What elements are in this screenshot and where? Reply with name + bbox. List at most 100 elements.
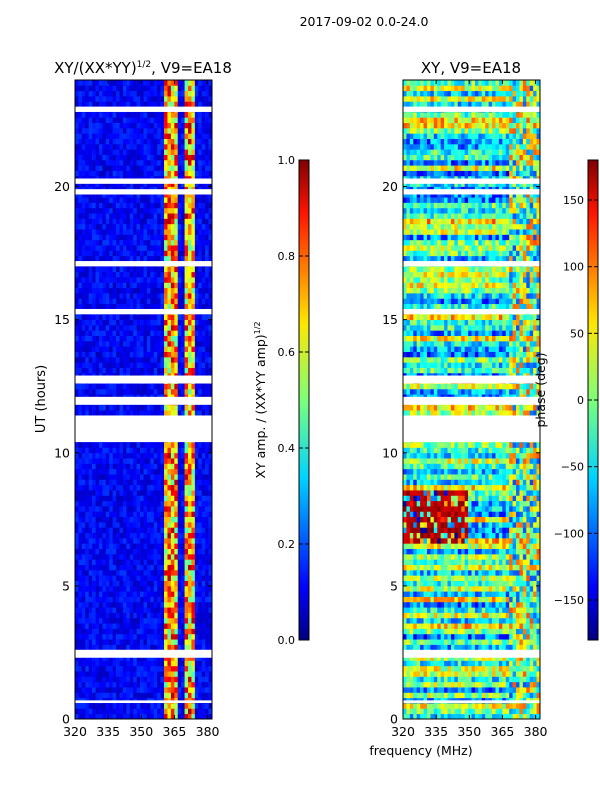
heatmap-cell	[75, 213, 79, 219]
heatmap-cell	[109, 111, 113, 118]
heatmap-cell	[181, 95, 185, 102]
heatmap-cell	[140, 447, 144, 454]
heatmap-cell	[122, 607, 127, 613]
heatmap-cell	[205, 628, 209, 635]
heatmap-cell	[88, 665, 93, 672]
heatmap-cell	[75, 447, 79, 454]
heatmap-cell	[78, 117, 83, 123]
heatmap-cell	[112, 564, 117, 571]
heatmap-cell	[157, 277, 161, 283]
heatmap-cell	[205, 703, 209, 709]
heatmap-cell	[167, 277, 172, 283]
heatmap-cell	[140, 553, 144, 560]
heatmap-cell	[105, 671, 110, 677]
heatmap-cell	[136, 404, 141, 411]
heatmap-cell	[146, 282, 151, 289]
heatmap-cell	[122, 271, 127, 278]
heatmap-cell	[105, 245, 110, 251]
heatmap-cell	[75, 95, 79, 102]
heatmap-cell	[153, 681, 158, 688]
heatmap-cell	[129, 335, 134, 342]
heatmap-cell	[153, 122, 158, 129]
heatmap-cell	[85, 207, 89, 214]
heatmap-cell	[150, 665, 155, 672]
heatmap-cell	[122, 319, 127, 326]
heatmap-cell	[140, 367, 144, 374]
heatmap-cell	[81, 458, 86, 464]
heatmap-cell	[85, 665, 89, 672]
heatmap-cell	[181, 585, 185, 592]
heatmap-cell	[126, 319, 131, 326]
heatmap-cell	[201, 607, 206, 613]
heatmap-cell	[78, 660, 83, 667]
heatmap-cell	[92, 495, 96, 502]
heatmap-cell	[88, 553, 93, 560]
heatmap-cell	[181, 628, 185, 635]
heatmap-cell	[188, 442, 192, 448]
heatmap-cell	[140, 181, 144, 187]
heatmap-cell	[184, 490, 189, 496]
heatmap-cell	[136, 708, 141, 715]
heatmap-cell	[95, 324, 100, 331]
heatmap-cell	[198, 639, 203, 645]
heatmap-cell	[81, 628, 86, 635]
heatmap-cell	[157, 633, 161, 640]
heatmap-cell	[126, 165, 131, 171]
heatmap-cell	[184, 229, 189, 235]
heatmap-cell	[181, 607, 185, 613]
heatmap-cell	[164, 527, 168, 534]
heatmap-cell	[194, 255, 199, 262]
heatmap-cell	[126, 713, 131, 719]
heatmap-cell	[205, 537, 209, 544]
heatmap-cell	[198, 484, 203, 491]
heatmap-cell	[129, 388, 134, 395]
heatmap-cell	[126, 191, 131, 198]
heatmap-cell	[194, 287, 199, 294]
heatmap-cell	[191, 516, 196, 523]
heatmap-cell	[146, 532, 151, 539]
heatmap-cell	[146, 628, 151, 635]
heatmap-cell	[150, 532, 155, 539]
heatmap-cell	[191, 527, 196, 534]
heatmap-cell	[122, 639, 127, 645]
heatmap-cell	[119, 223, 124, 230]
heatmap-cell	[194, 511, 199, 518]
heatmap-cell	[88, 506, 93, 512]
heatmap-cell	[85, 447, 89, 454]
heatmap-cell	[116, 511, 120, 518]
heatmap-cell	[143, 458, 148, 464]
heatmap-cell	[457, 713, 462, 719]
heatmap-cell	[109, 271, 113, 278]
heatmap-cell	[75, 655, 79, 661]
heatmap-cell	[164, 362, 168, 368]
heatmap-cell	[129, 708, 134, 715]
heatmap-cell	[188, 506, 192, 512]
heatmap-cell	[98, 266, 103, 273]
heatmap-cell	[129, 681, 134, 688]
heatmap-cell	[92, 665, 96, 672]
heatmap-cell	[205, 410, 209, 416]
heatmap-cell	[95, 553, 100, 560]
heatmap-cell	[98, 213, 103, 219]
heatmap-cell	[194, 239, 199, 246]
heatmap-cell	[81, 500, 86, 507]
heatmap-cell	[105, 340, 110, 347]
heatmap-cell	[205, 479, 209, 486]
heatmap-cell	[119, 197, 124, 203]
heatmap-cell	[177, 330, 182, 336]
heatmap-cell	[102, 324, 107, 331]
heatmap-cell	[102, 138, 107, 145]
heatmap-cell	[95, 617, 100, 624]
heatmap-cell	[95, 234, 100, 241]
heatmap-cell	[92, 330, 96, 336]
heatmap-cell	[205, 474, 209, 480]
heatmap-cell	[157, 548, 161, 555]
heatmap-cell	[208, 303, 212, 310]
heatmap-cell	[95, 452, 100, 459]
heatmap-cell	[157, 250, 161, 257]
heatmap-cell	[406, 703, 411, 709]
heatmap-cell	[75, 218, 79, 225]
heatmap-cell	[112, 404, 117, 411]
heatmap-cell	[174, 170, 179, 177]
heatmap-cell	[170, 553, 175, 560]
